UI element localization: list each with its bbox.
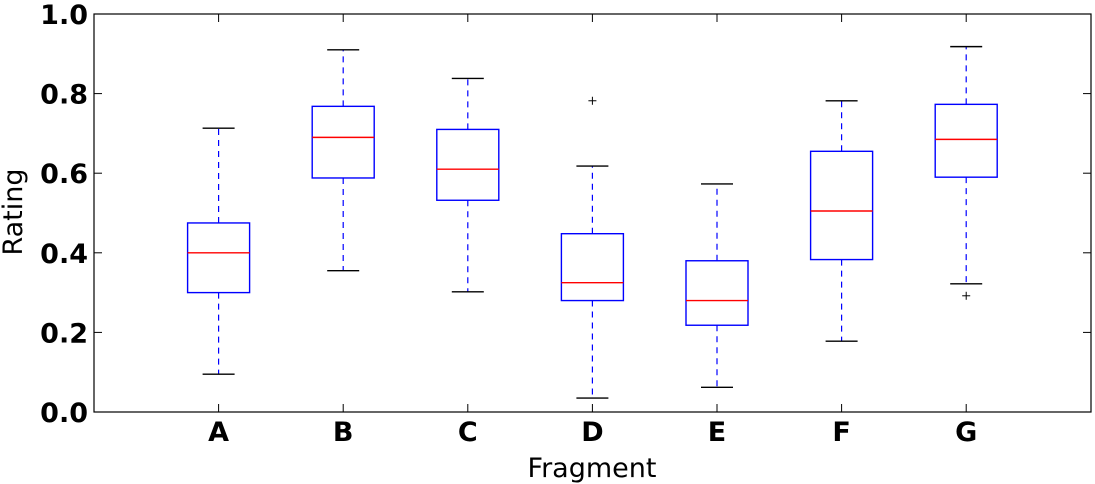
y-tick-label: 0.8 [40, 80, 88, 111]
box-F [809, 150, 874, 261]
x-tick-label: B [333, 417, 354, 448]
boxes-layer [186, 45, 998, 399]
x-tick-label: G [955, 417, 977, 448]
y-tick-label: 1.0 [40, 0, 88, 31]
y-tick-label: 0.0 [40, 398, 88, 429]
y-tick-label: 0.2 [40, 318, 88, 349]
x-tick-label: E [708, 417, 726, 448]
box-A [186, 222, 251, 294]
labels-layer: Fragment Rating 0.0 0.2 0.4 0.6 0.8 1.0 A B C D E F… [0, 0, 977, 484]
y-tick-label: 0.4 [40, 239, 88, 270]
y-tick-label: 0.6 [40, 159, 88, 190]
box-G [934, 103, 998, 178]
y-axis-title: Rating [0, 168, 29, 255]
box-B [311, 105, 375, 179]
plot-frame [93, 13, 1092, 413]
x-axis-title: Fragment [528, 453, 657, 484]
box-E [685, 260, 749, 326]
outlier-marker [962, 291, 971, 300]
box-C [436, 128, 500, 201]
outlier-marker [588, 96, 597, 105]
x-tick-label: D [581, 417, 603, 448]
x-tick-label: C [458, 417, 478, 448]
x-tick-label: A [208, 417, 229, 448]
axes-layer [93, 13, 1092, 413]
x-tick-label: F [832, 417, 850, 448]
box-D [560, 232, 625, 302]
